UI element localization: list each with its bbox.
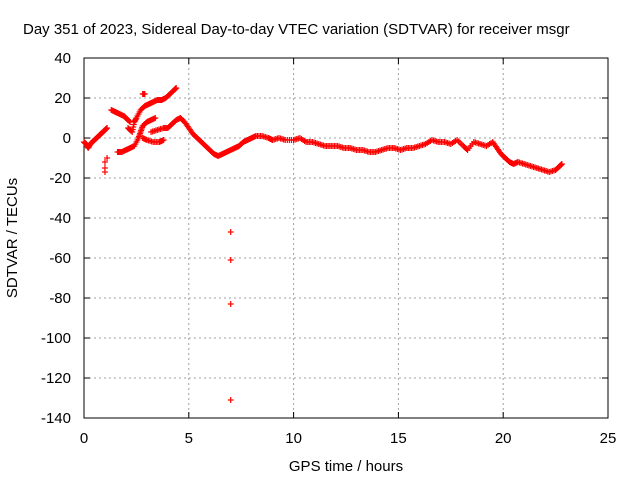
- y-tick-label: 40: [54, 50, 71, 67]
- x-tick-label: 25: [600, 430, 617, 447]
- y-tick-label: -140: [41, 410, 71, 427]
- data-point: [101, 159, 108, 165]
- data-point: [126, 118, 133, 124]
- tick-labels: 40 20 0 -20 -40 -60 -80 -100 -120 -140 0 5 10 15 20 25: [41, 50, 616, 447]
- data-point: [101, 169, 108, 175]
- x-tick-label: 5: [185, 430, 193, 447]
- x-tick-label: 20: [495, 430, 512, 447]
- y-tick-label: -40: [49, 210, 71, 227]
- y-tick-label: -80: [49, 290, 71, 307]
- y-tick-label: 20: [54, 90, 71, 107]
- data-point: [173, 85, 180, 91]
- y-tick-label: -100: [41, 330, 71, 347]
- data-point: [141, 91, 148, 97]
- x-tick-label: 0: [80, 430, 88, 447]
- data-point: [463, 146, 470, 152]
- data-point: [227, 229, 234, 235]
- data-point: [227, 257, 234, 263]
- y-tick-label: 0: [63, 130, 71, 147]
- data-point: [160, 137, 167, 143]
- data-point: [104, 155, 111, 161]
- y-tick-label: -20: [49, 170, 71, 187]
- y-tick-label: -60: [49, 250, 71, 267]
- data-point: [152, 115, 159, 121]
- x-axis-label: GPS time / hours: [289, 458, 403, 475]
- y-tick-label: -120: [41, 370, 71, 387]
- data-point: [558, 161, 565, 167]
- x-tick-label: 10: [285, 430, 302, 447]
- y-axis-label: SDTVAR / TECUs: [4, 178, 21, 298]
- x-tick-label: 15: [390, 430, 407, 447]
- data-point: [227, 397, 234, 403]
- grid: [84, 58, 608, 418]
- data-point: [104, 125, 111, 131]
- chart-title: Day 351 of 2023, Sidereal Day-to-day VTE…: [23, 21, 570, 38]
- data-points: [81, 85, 565, 403]
- data-point: [227, 301, 234, 307]
- plot-frame: [83, 57, 609, 419]
- axis-ticks: [83, 57, 609, 419]
